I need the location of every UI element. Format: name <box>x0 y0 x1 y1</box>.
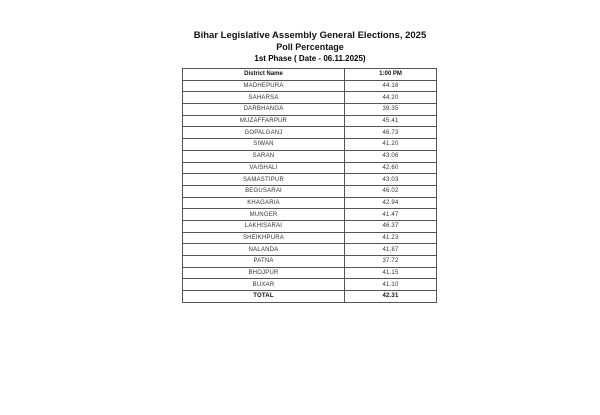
district-name: MADHEPURA <box>182 79 345 93</box>
district-name: KHAGARIA <box>182 196 345 210</box>
poll-percentage: 44.20 <box>344 91 437 105</box>
poll-percentage: 41.10 <box>344 278 437 292</box>
district-name: SAHARSA <box>182 91 345 105</box>
district-name: LAKHISARAI <box>182 219 345 233</box>
district-name: BEGUSARAI <box>182 184 345 198</box>
document-subtitle: Poll Percentage <box>276 42 344 52</box>
table-row: MUZAFFARPUR 45.41 <box>182 114 437 128</box>
table-row: BUXAR 41.10 <box>182 278 437 292</box>
total-label: TOTAL <box>182 290 345 303</box>
table-row: SIWAN 41.20 <box>182 138 437 151</box>
table-row: SHEIKHPURA 41.23 <box>182 231 437 245</box>
poll-percentage-table: District Name 1:00 PM MADHEPURA 44.16 SAHA… <box>182 68 437 303</box>
poll-percentage: 42.60 <box>344 161 437 175</box>
table-body: MADHEPURA 44.16 SAHARSA 44.20 DARBHANGA 39.35… <box>182 79 437 303</box>
poll-percentage: 41.23 <box>344 231 437 245</box>
poll-percentage: 45.41 <box>344 114 437 128</box>
table-header-row: District Name 1:00 PM <box>182 68 437 81</box>
district-name: MUNGER <box>182 208 345 221</box>
poll-percentage: 41.87 <box>344 243 437 256</box>
table-row: PATNA 37.72 <box>182 255 437 268</box>
poll-percentage: 37.72 <box>344 255 437 268</box>
poll-percentage: 43.03 <box>344 173 437 186</box>
poll-percentage: 44.16 <box>344 79 437 93</box>
district-name: NALANDA <box>182 243 345 256</box>
poll-percentage: 46.02 <box>344 184 437 198</box>
table-row: NALANDA 41.87 <box>182 243 437 256</box>
table-row: BHOJPUR 41.15 <box>182 266 437 280</box>
table-row: KHAGARIA 42.94 <box>182 196 437 210</box>
district-name: SHEIKHPURA <box>182 231 345 245</box>
table-row: SAHARSA 44.20 <box>182 91 437 105</box>
district-name: SAMASTIPUR <box>182 173 345 186</box>
header-district-name: District Name <box>182 68 345 81</box>
table-row: MADHEPURA 44.16 <box>182 79 437 93</box>
poll-percentage: 39.35 <box>344 103 437 116</box>
total-row: TOTAL 42.31 <box>182 290 437 303</box>
district-name: MUZAFFARPUR <box>182 114 345 128</box>
table-row: VAISHALI 42.60 <box>182 161 437 175</box>
table-row: DARBHANGA 39.35 <box>182 103 437 116</box>
poll-percentage: 43.06 <box>344 149 437 163</box>
poll-percentage: 41.15 <box>344 266 437 280</box>
total-percentage: 42.31 <box>344 290 437 303</box>
document-title: Bihar Legislative Assembly General Elect… <box>193 30 427 41</box>
poll-percentage: 41.47 <box>344 208 437 221</box>
poll-percentage: 46.73 <box>344 126 437 140</box>
table-row: SARAN 43.06 <box>182 149 437 163</box>
district-name: BUXAR <box>182 278 345 292</box>
district-name: VAISHALI <box>182 161 345 175</box>
phase-date: 1st Phase ( Date - 06.11.2025) <box>254 54 366 63</box>
header-time: 1:00 PM <box>344 68 437 81</box>
table-row: LAKHISARAI 46.37 <box>182 219 437 233</box>
district-name: PATNA <box>182 255 345 268</box>
poll-percentage: 42.94 <box>344 196 437 210</box>
poll-percentage: 46.37 <box>344 219 437 233</box>
district-name: SARAN <box>182 149 345 163</box>
table-row: MUNGER 41.47 <box>182 208 437 221</box>
district-name: DARBHANGA <box>182 103 345 116</box>
table-row: SAMASTIPUR 43.03 <box>182 173 437 186</box>
table-row: BEGUSARAI 46.02 <box>182 184 437 198</box>
district-name: SIWAN <box>182 138 345 151</box>
poll-percentage: 41.20 <box>344 138 437 151</box>
table-row: GOPALGANJ 46.73 <box>182 126 437 140</box>
district-name: GOPALGANJ <box>182 126 345 140</box>
district-name: BHOJPUR <box>182 266 345 280</box>
